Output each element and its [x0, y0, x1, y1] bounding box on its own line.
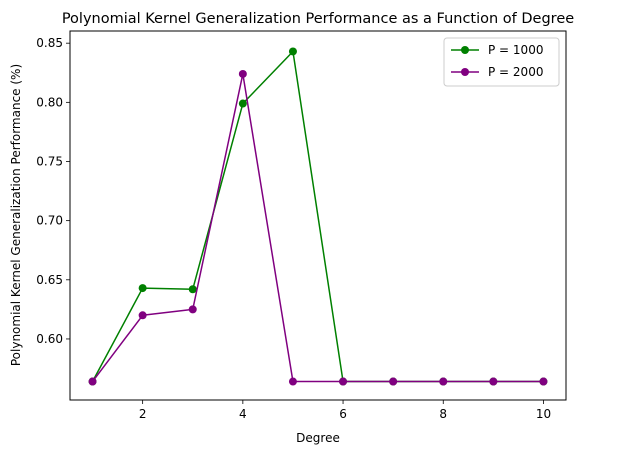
- y-tick-label: 0.65: [36, 273, 63, 287]
- data-point-series-1: [238, 69, 247, 78]
- legend-label-p1000: P = 1000: [488, 43, 543, 57]
- x-tick-label: 4: [239, 407, 247, 421]
- x-tick-label: 6: [339, 407, 347, 421]
- x-axis: 2 4 6 8 10: [139, 400, 551, 421]
- y-tick-label: 0.60: [36, 332, 63, 346]
- x-tick-label: 2: [139, 407, 147, 421]
- data-point-series-1: [138, 311, 147, 320]
- data-point-series-1: [88, 377, 97, 386]
- legend-label-p2000: P = 2000: [488, 65, 543, 79]
- legend-marker-p1000: [461, 46, 469, 54]
- data-point-series-1: [339, 377, 348, 386]
- plot-area: [69, 30, 567, 401]
- y-axis: 0.60 0.65 0.70 0.75 0.80 0.85: [36, 36, 70, 346]
- data-point-series-0: [238, 99, 247, 108]
- data-point-series-1: [389, 377, 398, 386]
- chart-title: Polynomial Kernel Generalization Perform…: [62, 11, 574, 27]
- data-point-series-0: [188, 285, 197, 294]
- data-point-series-1: [288, 377, 297, 386]
- data-point-series-1: [439, 377, 448, 386]
- y-tick-label: 0.80: [36, 95, 63, 109]
- data-point-series-1: [539, 377, 548, 386]
- legend-entry-p1000: P = 1000: [451, 43, 543, 57]
- y-tick-label: 0.75: [36, 154, 63, 168]
- legend-marker-p2000: [461, 68, 469, 76]
- x-tick-label: 8: [439, 407, 447, 421]
- x-axis-label: Degree: [296, 431, 340, 445]
- y-tick-label: 0.70: [36, 214, 63, 228]
- x-tick-label: 10: [536, 407, 551, 421]
- legend: P = 1000 P = 2000: [443, 37, 560, 87]
- data-point-series-0: [138, 284, 147, 293]
- series-line-0: [91, 50, 544, 383]
- data-point-series-0: [288, 47, 297, 56]
- data-point-series-1: [188, 305, 197, 314]
- y-tick-label: 0.85: [36, 36, 63, 50]
- legend-entry-p2000: P = 2000: [451, 65, 543, 79]
- y-axis-label: Polynomial Kernel Generalization Perform…: [9, 64, 23, 366]
- series-line-1: [91, 73, 544, 383]
- axes-frame: [69, 30, 567, 401]
- data-point-series-1: [489, 377, 498, 386]
- series-layer: [88, 47, 548, 386]
